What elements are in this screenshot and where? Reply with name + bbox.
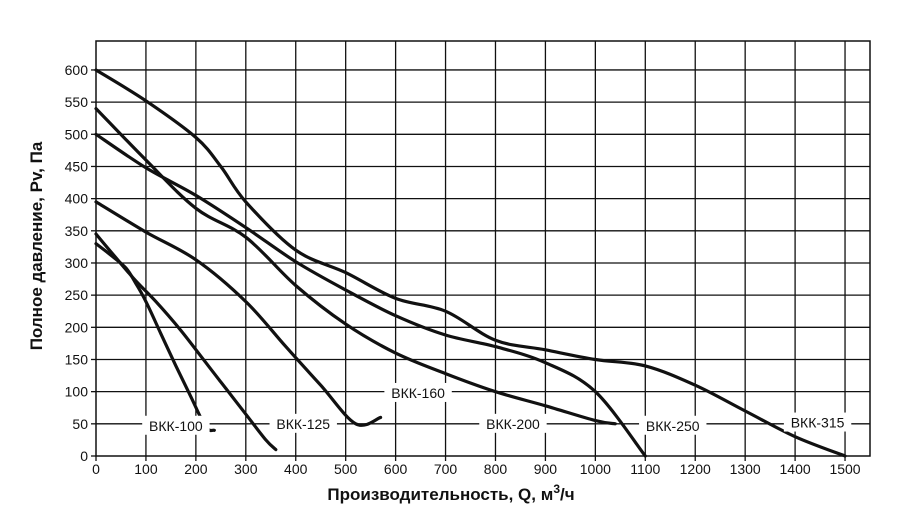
series-line-вкк-250 xyxy=(94,132,647,458)
series-line-вкк-160 xyxy=(94,200,383,427)
y-tick-label: 550 xyxy=(65,94,89,110)
series-label: ВКК-125 xyxy=(276,416,330,432)
series-line-вкк-125 xyxy=(94,232,278,452)
plot-frame xyxy=(95,40,871,457)
x-tick-label: 1500 xyxy=(829,461,860,477)
x-tick-label: 500 xyxy=(334,461,358,477)
x-axis-label: Производительность, Q, м3/ч xyxy=(327,482,574,504)
x-tick-label: 1400 xyxy=(780,461,811,477)
x-tick-label: 800 xyxy=(484,461,508,477)
series-label: ВКК-100 xyxy=(149,418,203,434)
y-tick-label: 300 xyxy=(65,255,89,271)
x-tick-label: 0 xyxy=(92,461,100,477)
x-tick-label: 900 xyxy=(534,461,558,477)
x-tick-label: 300 xyxy=(234,461,258,477)
y-tick-label: 100 xyxy=(65,384,89,400)
x-axis-label-suffix: /ч xyxy=(560,485,575,504)
series-line-вкк-200 xyxy=(94,107,617,426)
y-tick-label: 600 xyxy=(65,62,89,78)
series-label: ВКК-200 xyxy=(486,416,540,432)
x-tick-label: 1100 xyxy=(630,461,660,477)
series-label-bg xyxy=(384,382,452,402)
x-axis-label-sup: 3 xyxy=(553,482,560,496)
series-label: ВКК-160 xyxy=(391,385,445,401)
series-line-вкк-100 xyxy=(94,242,216,433)
series-label-bg xyxy=(783,412,852,432)
series-label-bg xyxy=(142,415,210,435)
y-tick-label: 450 xyxy=(65,158,89,174)
y-tick-label: 500 xyxy=(65,126,89,142)
x-tick-label: 1200 xyxy=(680,461,711,477)
y-tick-label: 250 xyxy=(65,287,89,303)
y-tick-label: 150 xyxy=(65,351,89,367)
x-tick-label: 700 xyxy=(434,461,458,477)
x-tick-label: 200 xyxy=(184,461,208,477)
x-tick-label: 400 xyxy=(284,461,308,477)
x-tick-label: 600 xyxy=(384,461,408,477)
series-label-bg xyxy=(269,413,337,433)
y-tick-label: 400 xyxy=(65,191,89,207)
series-label-bg xyxy=(639,415,707,435)
series-line-вкк-315 xyxy=(94,68,847,458)
grid xyxy=(91,40,871,461)
x-tick-label: 1300 xyxy=(730,461,761,477)
y-tick-label: 200 xyxy=(65,319,89,335)
tick-labels: 0 100 200 300 400 500 600 700 800 900 1000 1100 1200… xyxy=(65,62,861,477)
y-tick-label: 50 xyxy=(72,416,88,432)
series-labels: ВКК-100 ВКК-125 ВКК-160 ВКК-200 ВКК-250 ВКК-3… xyxy=(142,382,852,435)
series-label-bg xyxy=(479,413,547,433)
series-label: ВКК-315 xyxy=(791,415,845,431)
x-tick-label: 100 xyxy=(134,461,158,477)
y-tick-label: 0 xyxy=(80,448,88,464)
curves xyxy=(94,68,847,458)
y-axis-label: Полное давление, Pv, Па xyxy=(27,141,46,350)
series-label: ВКК-250 xyxy=(646,418,700,434)
x-tick-label: 1000 xyxy=(580,461,611,477)
y-tick-label: 350 xyxy=(65,223,89,239)
